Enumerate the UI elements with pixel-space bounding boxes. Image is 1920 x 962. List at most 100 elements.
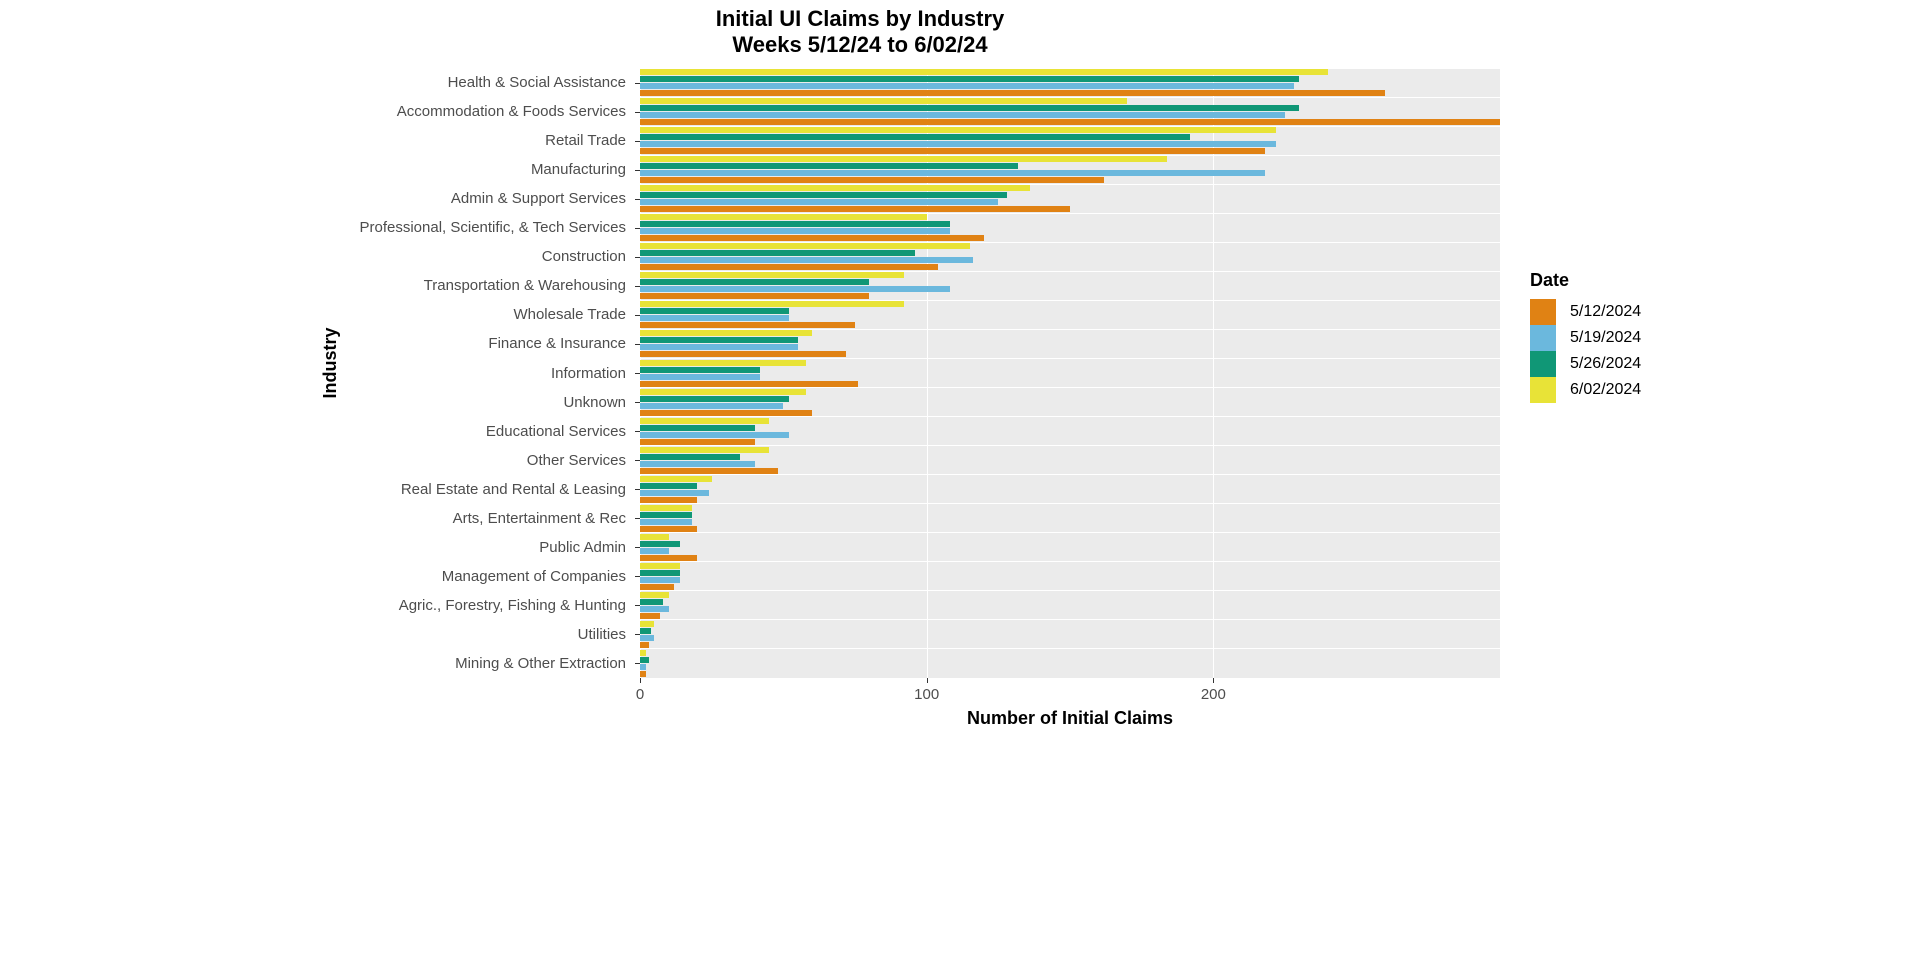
bar bbox=[640, 83, 1294, 89]
gridline-h bbox=[640, 648, 1500, 649]
y-tick-mark bbox=[635, 489, 640, 490]
bar bbox=[640, 367, 760, 373]
category-label: Accommodation & Foods Services bbox=[200, 103, 626, 120]
bar bbox=[640, 650, 646, 656]
bar bbox=[640, 76, 1299, 82]
bar bbox=[640, 613, 660, 619]
chart-title-line2: Weeks 5/12/24 to 6/02/24 bbox=[200, 32, 1520, 58]
y-tick-mark bbox=[635, 315, 640, 316]
bar bbox=[640, 432, 789, 438]
category-label: Other Services bbox=[200, 452, 626, 469]
bar bbox=[640, 90, 1385, 96]
category-label: Utilities bbox=[200, 626, 626, 643]
category-label: Arts, Entertainment & Rec bbox=[200, 510, 626, 527]
bar bbox=[640, 548, 669, 554]
bar bbox=[640, 635, 654, 641]
gridline-h bbox=[640, 561, 1500, 562]
category-label: Public Admin bbox=[200, 539, 626, 556]
category-label: Educational Services bbox=[200, 423, 626, 440]
category-label: Finance & Insurance bbox=[200, 335, 626, 352]
bar bbox=[640, 119, 1500, 125]
y-tick-mark bbox=[635, 170, 640, 171]
bar bbox=[640, 505, 692, 511]
bar bbox=[640, 461, 755, 467]
bar bbox=[640, 69, 1328, 75]
gridline-h bbox=[640, 532, 1500, 533]
bar bbox=[640, 628, 651, 634]
bar bbox=[640, 235, 984, 241]
bar bbox=[640, 584, 674, 590]
bar bbox=[640, 322, 855, 328]
bar bbox=[640, 156, 1167, 162]
category-label: Retail Trade bbox=[200, 132, 626, 149]
legend-swatch bbox=[1530, 351, 1556, 377]
gridline-h bbox=[640, 416, 1500, 417]
bar bbox=[640, 497, 697, 503]
y-tick-mark bbox=[635, 112, 640, 113]
y-tick-mark bbox=[635, 576, 640, 577]
bar bbox=[640, 418, 769, 424]
chart-title-line1: Initial UI Claims by Industry bbox=[200, 6, 1520, 32]
bar bbox=[640, 439, 755, 445]
category-label: Construction bbox=[200, 248, 626, 265]
bar bbox=[640, 577, 680, 583]
bar bbox=[640, 221, 950, 227]
legend-title: Date bbox=[1530, 270, 1641, 291]
bar bbox=[640, 141, 1276, 147]
bar bbox=[640, 206, 1070, 212]
legend: Date 5/12/20245/19/20245/26/20246/02/202… bbox=[1530, 270, 1641, 403]
gridline-v bbox=[1213, 68, 1214, 678]
category-label: Unknown bbox=[200, 394, 626, 411]
bar bbox=[640, 425, 755, 431]
bar bbox=[640, 112, 1285, 118]
legend-label: 5/19/2024 bbox=[1570, 329, 1641, 347]
y-tick-mark bbox=[635, 83, 640, 84]
y-tick-mark bbox=[635, 605, 640, 606]
bar bbox=[640, 476, 712, 482]
legend-item: 5/12/2024 bbox=[1530, 299, 1641, 325]
legend-swatch bbox=[1530, 299, 1556, 325]
bar bbox=[640, 403, 783, 409]
gridline-h bbox=[640, 678, 1500, 679]
bar bbox=[640, 98, 1127, 104]
bar bbox=[640, 192, 1007, 198]
bar bbox=[640, 127, 1276, 133]
bar bbox=[640, 351, 846, 357]
bar bbox=[640, 199, 998, 205]
bar bbox=[640, 454, 740, 460]
bar bbox=[640, 330, 812, 336]
legend-item: 6/02/2024 bbox=[1530, 377, 1641, 403]
bar bbox=[640, 228, 950, 234]
legend-swatch bbox=[1530, 325, 1556, 351]
bar bbox=[640, 279, 869, 285]
bar bbox=[640, 526, 697, 532]
bar bbox=[640, 396, 789, 402]
category-label: Information bbox=[200, 365, 626, 382]
y-tick-mark bbox=[635, 402, 640, 403]
legend-label: 6/02/2024 bbox=[1570, 381, 1641, 399]
bar bbox=[640, 257, 973, 263]
bar bbox=[640, 185, 1030, 191]
x-axis-title: Number of Initial Claims bbox=[640, 708, 1500, 729]
bar bbox=[640, 447, 769, 453]
bar bbox=[640, 360, 806, 366]
gridline-h bbox=[640, 445, 1500, 446]
category-label: Management of Companies bbox=[200, 568, 626, 585]
bar bbox=[640, 592, 669, 598]
bar bbox=[640, 410, 812, 416]
y-tick-mark bbox=[635, 663, 640, 664]
category-label: Health & Social Assistance bbox=[200, 74, 626, 91]
bar bbox=[640, 308, 789, 314]
category-label: Professional, Scientific, & Tech Service… bbox=[200, 219, 626, 236]
y-tick-mark bbox=[635, 460, 640, 461]
bar bbox=[640, 657, 649, 663]
gridline-h bbox=[640, 474, 1500, 475]
y-tick-mark bbox=[635, 199, 640, 200]
bar bbox=[640, 344, 798, 350]
bar bbox=[640, 243, 970, 249]
bar bbox=[640, 177, 1104, 183]
x-tick-label: 0 bbox=[615, 686, 665, 703]
gridline-h bbox=[640, 503, 1500, 504]
bar bbox=[640, 214, 927, 220]
bar bbox=[640, 468, 778, 474]
